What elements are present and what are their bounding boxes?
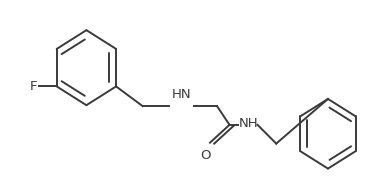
Text: NH: NH (239, 117, 259, 130)
Text: O: O (200, 149, 211, 162)
Text: F: F (30, 80, 37, 93)
Text: HN: HN (172, 88, 192, 101)
